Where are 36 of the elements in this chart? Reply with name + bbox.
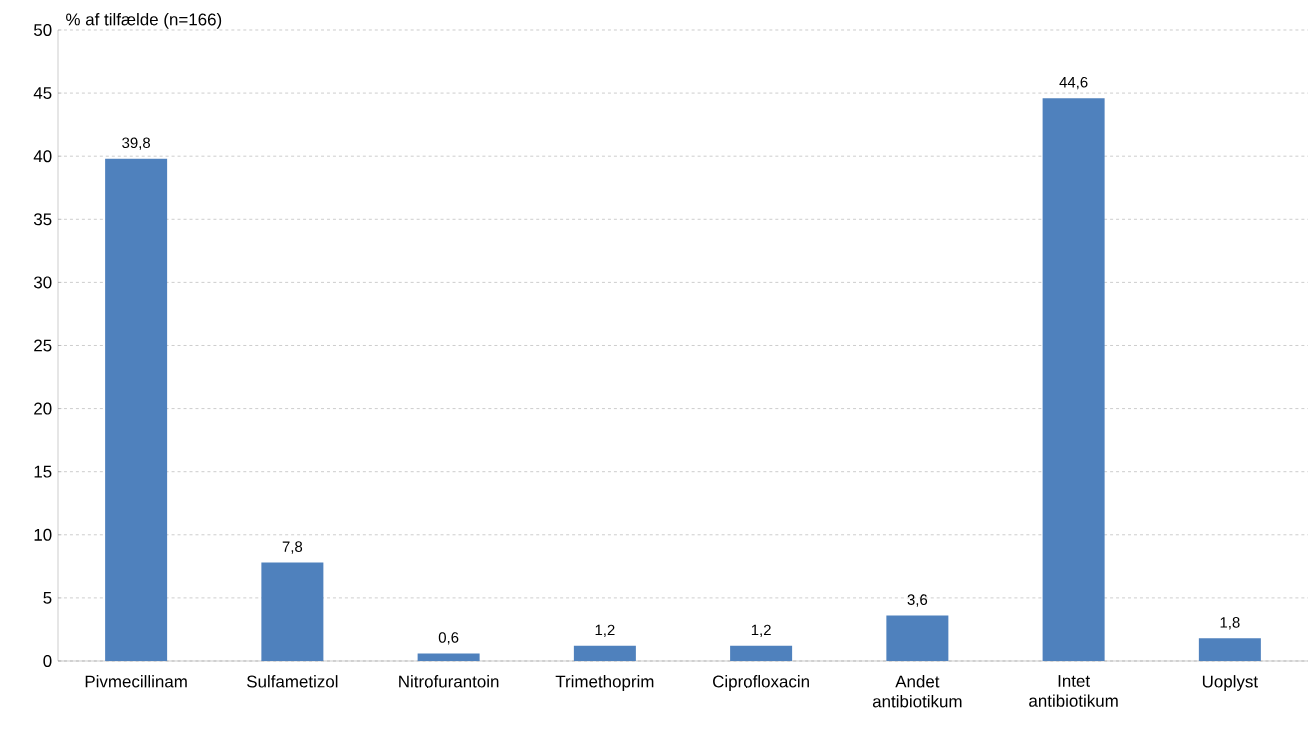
bar bbox=[1042, 98, 1105, 661]
data-label: 1,2 bbox=[595, 624, 615, 637]
data-label: 39,8 bbox=[122, 137, 151, 150]
bar bbox=[886, 615, 949, 661]
bar bbox=[417, 653, 480, 661]
x-tick-label: Sulfametizol bbox=[247, 675, 338, 688]
x-tick-label: Nitrofurantoin bbox=[399, 675, 499, 688]
x-tick-label: Andet antibiotikum bbox=[872, 675, 962, 708]
y-tick-label: 45 bbox=[33, 87, 52, 99]
y-tick-label: 50 bbox=[33, 23, 52, 36]
y-tick-label: 40 bbox=[33, 150, 52, 163]
y-tick-label: 15 bbox=[34, 465, 52, 478]
data-label: 7,8 bbox=[282, 541, 303, 554]
x-tick-label: Pivmecillinam bbox=[85, 675, 187, 688]
bar bbox=[261, 562, 324, 661]
y-tick-label: 10 bbox=[34, 528, 52, 541]
x-tick-label: Ciprofloxacin bbox=[713, 675, 809, 691]
bar bbox=[105, 158, 168, 661]
data-label: 1,2 bbox=[751, 624, 771, 637]
data-label: 0,6 bbox=[438, 632, 459, 645]
y-tick-label: 30 bbox=[33, 276, 52, 289]
bar bbox=[730, 645, 793, 661]
data-label: 1,8 bbox=[1220, 617, 1240, 630]
y-tick-label: 35 bbox=[33, 213, 52, 226]
bar bbox=[573, 645, 636, 661]
x-tick-label: Intet antibiotikum bbox=[1029, 675, 1118, 707]
y-tick-label: 25 bbox=[34, 339, 52, 352]
x-tick-label: Uoplyst bbox=[1202, 675, 1258, 691]
y-tick-label: 0 bbox=[43, 655, 52, 667]
y-tick-label: 20 bbox=[34, 402, 52, 415]
data-label: 44,6 bbox=[1059, 76, 1088, 90]
x-tick-label: Trimethoprim bbox=[555, 675, 654, 691]
bar bbox=[1198, 638, 1261, 661]
y-axis-title: % af tilfælde (n=166) bbox=[66, 13, 222, 29]
data-label: 3,6 bbox=[907, 594, 928, 607]
y-tick-label: 5 bbox=[43, 591, 52, 604]
